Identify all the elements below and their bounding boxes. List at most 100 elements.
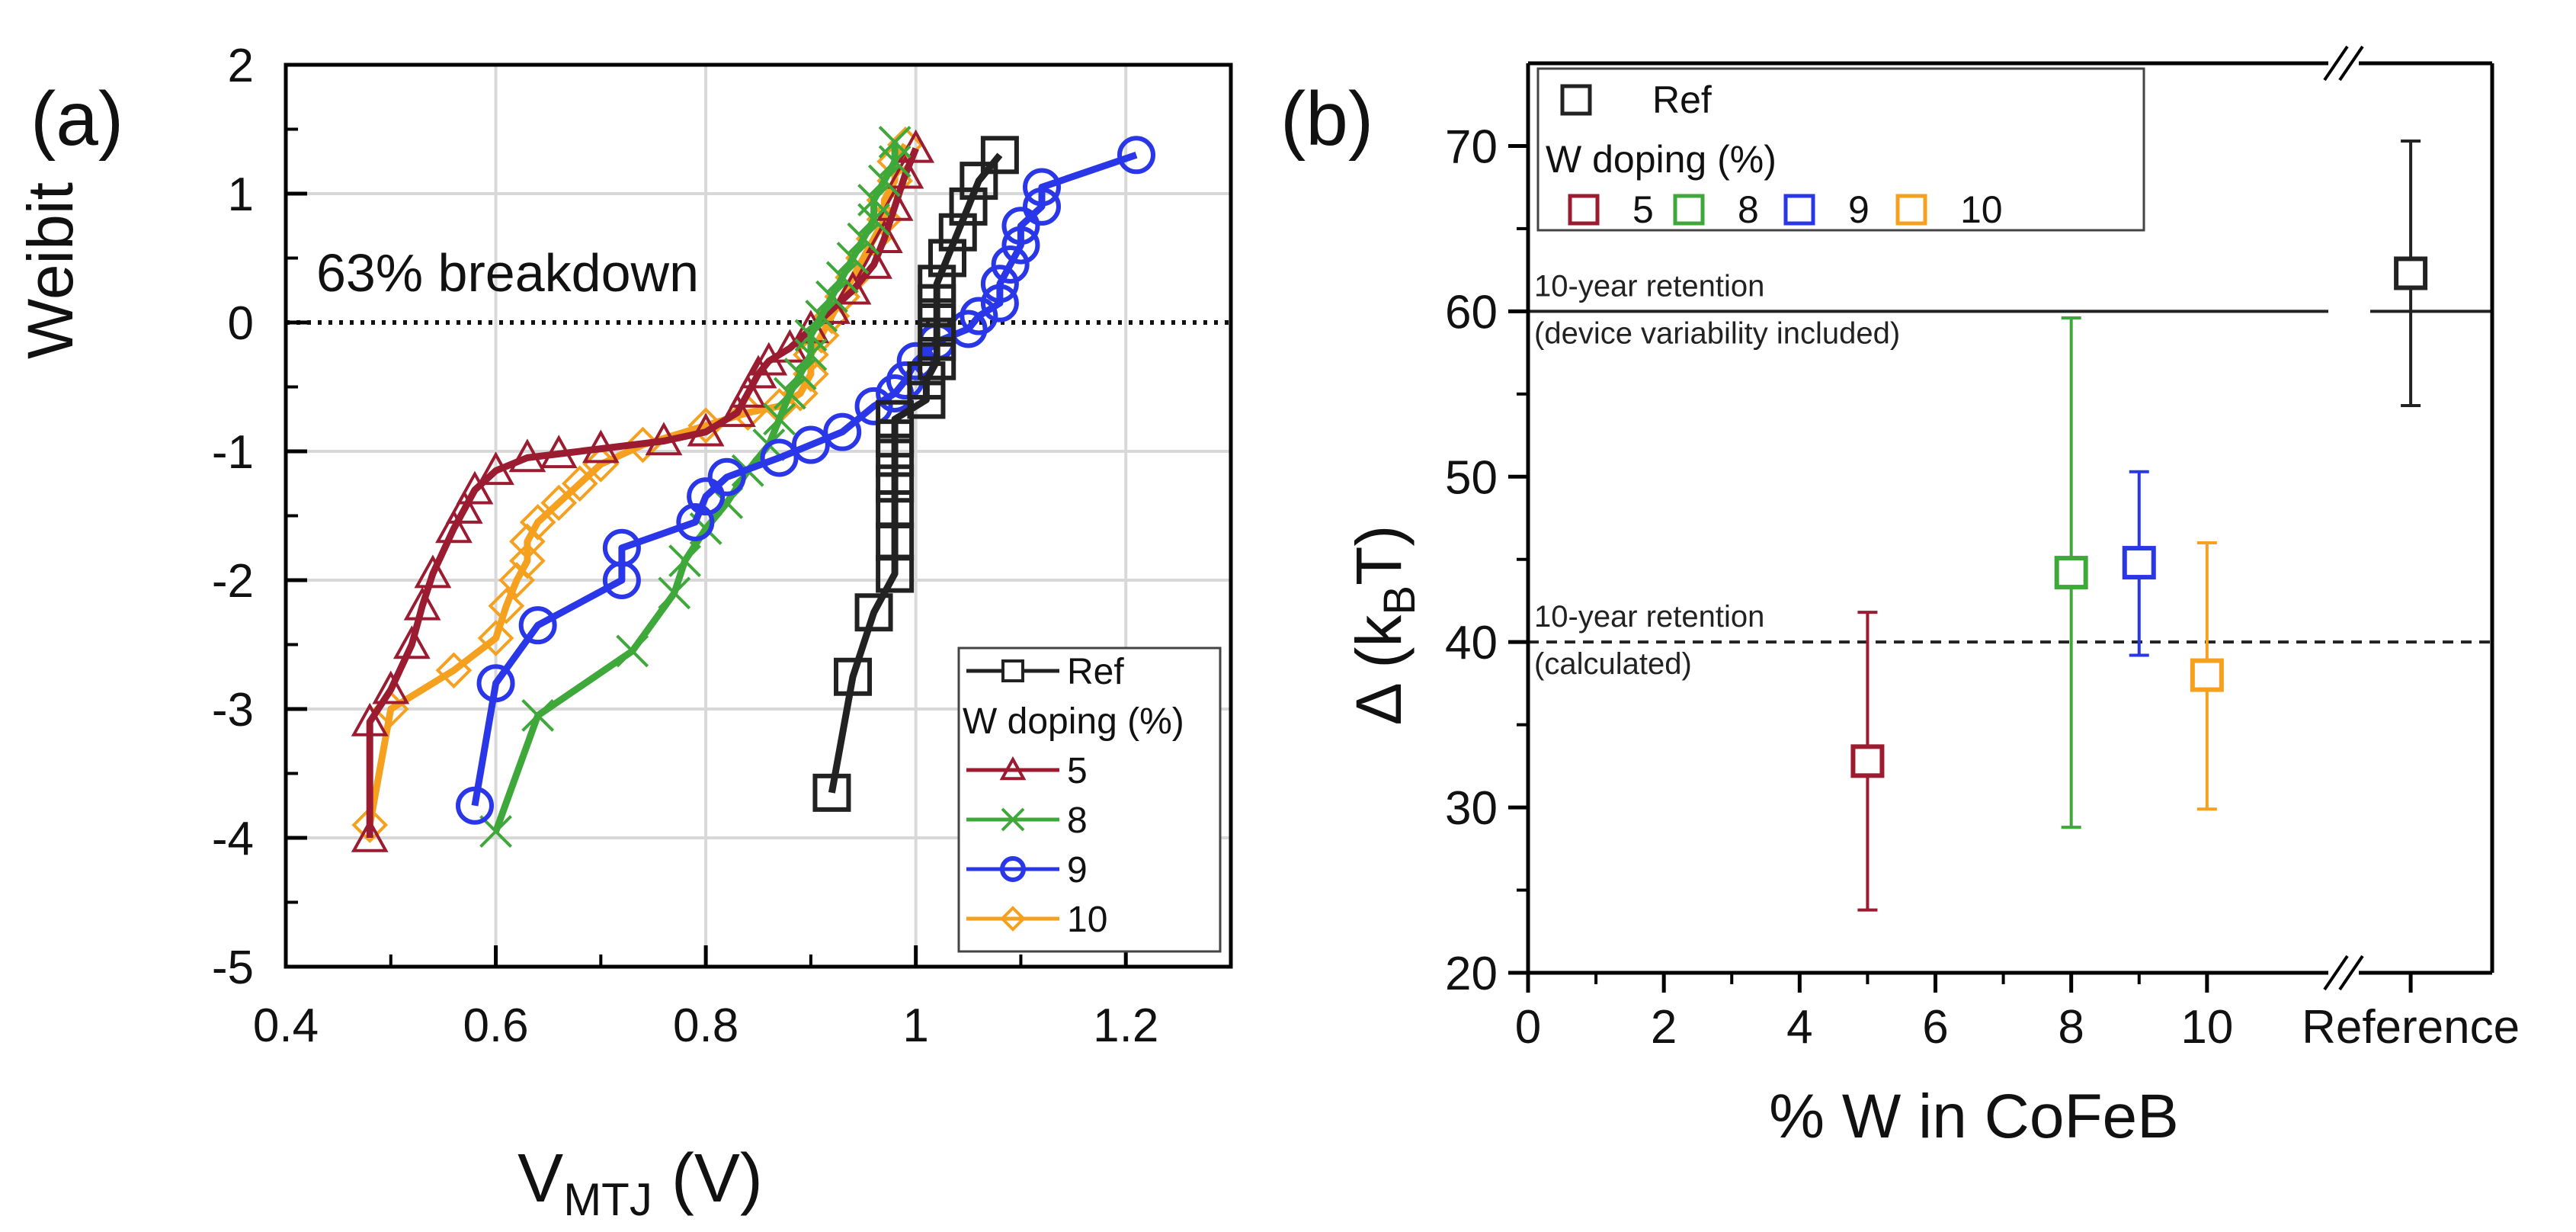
data-point — [2190, 658, 2224, 692]
panel-a-legend: Ref W doping (%) 5 8 9 10 — [957, 646, 1222, 953]
point-w5 — [1850, 611, 1885, 912]
data-point — [980, 136, 1019, 175]
data-point — [886, 361, 924, 400]
data-point — [508, 438, 546, 473]
data-point — [351, 807, 389, 843]
y-tick-label: 2 — [228, 40, 254, 92]
data-point — [658, 576, 691, 610]
data-point — [676, 502, 715, 541]
data-point — [616, 634, 649, 668]
retention-line-label: (calculated) — [1534, 647, 1692, 681]
data-point — [823, 412, 862, 451]
data-point — [876, 522, 915, 561]
data-point — [2054, 556, 2088, 590]
y-tick-label: -3 — [212, 684, 254, 736]
legend-marker — [1001, 807, 1025, 832]
data-point — [687, 412, 725, 447]
data-point — [896, 342, 935, 380]
panel-b-points — [1850, 139, 2428, 912]
y-tick-label: -4 — [212, 813, 254, 865]
point-w9 — [2122, 470, 2156, 657]
legend-label-w9: 9 — [1848, 188, 1870, 231]
legend-label: 9 — [1067, 850, 1088, 890]
y-tick-label: 50 — [1445, 451, 1498, 504]
data-point — [854, 387, 893, 425]
data-point — [477, 451, 514, 486]
data-point — [668, 544, 701, 578]
panel-b-legend-ref-marker — [1560, 84, 1592, 116]
data-point — [719, 393, 756, 428]
x-tick-label: 1 — [902, 999, 928, 1052]
data-point — [456, 786, 494, 825]
data-point — [2394, 256, 2428, 290]
data-point — [1001, 207, 1040, 245]
data-point — [519, 504, 556, 541]
panel-a-xlabel: VMTJ (V) — [517, 1141, 763, 1225]
axis-break-mark — [2323, 45, 2349, 82]
data-point — [763, 403, 796, 436]
data-point — [602, 528, 641, 567]
data-point — [865, 220, 903, 253]
data-point — [876, 464, 915, 503]
legend-label-w5: 5 — [1632, 188, 1654, 231]
data-point — [878, 125, 912, 159]
panel-b-label: (b) — [1280, 76, 1373, 162]
data-point — [476, 664, 515, 703]
data-point — [561, 465, 598, 502]
legend-marker — [1000, 906, 1026, 932]
data-point — [991, 245, 1030, 284]
panel-b-xlabel: % W in CoFeB — [1769, 1082, 2179, 1151]
panel-a-grid — [286, 65, 1231, 967]
panel-b-ylabel-sub: B — [1375, 586, 1424, 615]
x-tick-label: 4 — [1786, 1001, 1812, 1054]
retention-line-label: 10-year retention — [1534, 600, 1764, 634]
data-point — [1850, 744, 1885, 778]
data-point — [1001, 226, 1040, 265]
panel-a-legend-box — [957, 646, 1222, 953]
data-point — [980, 265, 1019, 303]
x-tick-label: 0.6 — [463, 999, 528, 1052]
x-tick-label: 0.8 — [673, 999, 739, 1052]
x-tick-label: 8 — [2058, 1001, 2084, 1054]
data-point — [540, 435, 578, 469]
data-point — [687, 407, 724, 444]
legend-label-w8: 8 — [1738, 188, 1759, 231]
data-point — [855, 245, 892, 279]
data-point — [477, 620, 514, 656]
legend-label: 10 — [1067, 900, 1107, 940]
legend-marker-w10 — [1895, 194, 1927, 226]
data-point — [918, 284, 956, 322]
data-point — [456, 470, 494, 505]
x-tick-label: 0 — [1515, 1001, 1541, 1054]
y-tick-label: -5 — [212, 942, 254, 994]
legend-marker-w8 — [1673, 194, 1705, 226]
retention-line-label: (device variability included) — [1534, 316, 1900, 350]
legend-ref-marker — [1001, 659, 1024, 682]
data-point — [445, 489, 483, 524]
data-point — [488, 587, 525, 624]
panel-b-legend-group-title: W doping (%) — [1546, 138, 1777, 181]
data-point — [372, 670, 410, 704]
x-tick-label: 6 — [1922, 1001, 1948, 1054]
data-point — [836, 242, 870, 274]
series-ref — [812, 136, 1019, 812]
point-w10 — [2190, 541, 2224, 811]
legend-label: 5 — [1067, 751, 1088, 791]
y-tick-label: -2 — [212, 555, 254, 608]
data-point — [645, 422, 683, 456]
data-point — [791, 425, 830, 464]
legend-marker — [1000, 856, 1026, 882]
data-point — [907, 361, 946, 400]
panel-a-xlabel-unit: (V) — [652, 1141, 763, 1217]
retention-line-label: 10-year retention — [1534, 269, 1764, 303]
data-point — [918, 342, 956, 380]
data-point — [857, 184, 890, 217]
y-tick-label: 30 — [1445, 782, 1498, 835]
y-tick-label: -1 — [212, 426, 254, 479]
data-point — [834, 657, 872, 696]
data-point — [392, 625, 431, 659]
panel-b-legend: Ref W doping (%) 5 8 9 10 — [1536, 67, 2145, 232]
data-point — [876, 399, 915, 438]
data-point — [876, 419, 915, 458]
